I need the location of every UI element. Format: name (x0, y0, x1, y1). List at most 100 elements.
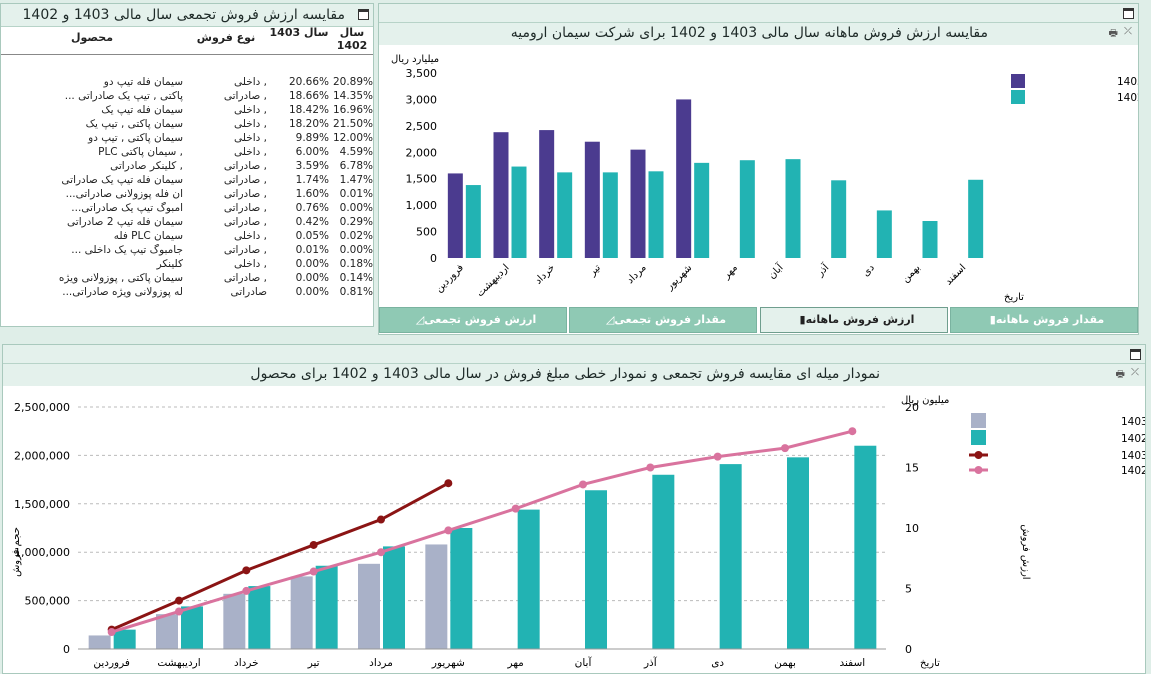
line-chart-icon: ◿ (415, 313, 425, 326)
export-icon[interactable]: ⤫ (1131, 367, 1139, 378)
cell-type: صادراتی , (223, 188, 267, 200)
bar (876, 210, 892, 258)
cell-1402: 14.35% (332, 90, 373, 102)
bar (719, 464, 742, 649)
table-row[interactable]: 16.96% 18.42% داخلی , سیمان فله تیپ یک (1, 104, 373, 118)
bar (602, 172, 618, 258)
col-header-product[interactable]: محصول (70, 31, 114, 44)
tab-cumulative-value[interactable]: ◿ارزش فروش تجمعی (379, 307, 567, 333)
y-tick-label: 1,500 (406, 173, 438, 186)
y2-tick-label: 10 (905, 522, 919, 535)
x-tick-label: تیر (307, 657, 320, 669)
x-tick-label: فروردین (434, 262, 467, 295)
x-tick-label: آذر (813, 260, 832, 279)
bar (630, 149, 646, 258)
line-point (848, 427, 857, 436)
y2-axis-label: ارزش فروش (1020, 524, 1031, 579)
x-axis-label: تاریخ (1004, 292, 1024, 303)
x-tick-label: مرداد (625, 262, 649, 286)
table-row[interactable]: 14.35% 18.66% صادراتی , ... پاکتی , تیپ یک … (1, 90, 373, 104)
cell-product: ... پاکتی , تیپ یک صادراتی (64, 90, 183, 102)
y-tick-label: 2,000,000 (14, 449, 70, 462)
x-tick-label: اردیبهشت (157, 657, 200, 669)
cell-type: صادراتی , (223, 244, 267, 256)
legend-swatch (971, 430, 986, 445)
x-tick-label: اردیبهشت (475, 262, 512, 299)
maximize-icon[interactable] (1123, 8, 1134, 19)
line-point (444, 479, 453, 488)
x-tick-label: آبان (765, 260, 786, 281)
table-row[interactable]: 21.50% 18.20% داخلی , سیمان پاکتی , تیپ یک (1, 118, 373, 132)
col-header-type[interactable]: نوع فروش (196, 31, 256, 44)
table-row[interactable]: 0.02% 0.05% داخلی , فله PLC سیمان (1, 230, 373, 244)
bar (968, 179, 984, 258)
table-row[interactable]: 12.00% 9.89% داخلی , سیمان پاکتی , تیپ دو (1, 132, 373, 146)
print-icon[interactable]: 🖶 (1115, 369, 1125, 380)
x-tick-label: آبان (575, 656, 593, 669)
table-row[interactable]: 1.47% 1.74% صادراتی , سیمان فله تیپ یک صادر… (1, 174, 373, 188)
line-point (579, 480, 587, 489)
maximize-icon[interactable] (358, 9, 369, 20)
cell-1402: 0.01% (339, 188, 373, 200)
table-panel: مقایسه ارزش فروش تجمعی سال مالی 1403 و 1… (0, 3, 374, 327)
col-header-1402[interactable]: سال 1402 (336, 26, 368, 52)
y-tick-label: 500 (416, 226, 437, 239)
bar (648, 171, 664, 258)
x-tick-label: دی (860, 262, 876, 278)
line-point (646, 463, 655, 472)
cell-1403: 20.66% (288, 76, 329, 88)
maximize-icon[interactable] (1130, 349, 1141, 360)
table-row[interactable]: 0.29% 0.42% صادراتی , سیمان فله تیپ 2 صادرا… (1, 216, 373, 230)
y2-tick-label: 15 (905, 462, 919, 475)
bar (113, 629, 136, 649)
table-row[interactable]: 0.00% 0.01% صادراتی , ... جامبوگ تیپ یک داخ… (1, 244, 373, 258)
table-row[interactable]: 0.18% 0.00% داخلی , کلینکر (1, 258, 373, 272)
cell-type: داخلی , (234, 76, 267, 88)
table-row[interactable]: 0.00% 0.76% صادراتی , ...امبوگ تیپ یک صادرا… (1, 202, 373, 216)
cumulative-panel-header (3, 345, 1145, 364)
bar (450, 528, 473, 649)
legend-label: حجم فروش تجمعی 1402 (1121, 433, 1145, 445)
cell-1402: 12.00% (332, 132, 373, 144)
cell-1403: 1.74% (295, 174, 329, 186)
legend-marker (974, 466, 983, 474)
cumulative-chart-title: نمودار میله ای مقایسه فروش تجمعی و نمودا… (250, 366, 880, 382)
bar (425, 544, 448, 649)
cell-1403: 0.00% (295, 258, 329, 270)
tab-monthly-value[interactable]: ▮ارزش فروش ماهانه (760, 307, 948, 333)
bar (290, 576, 313, 649)
cell-product: سیمان پاکتی , پوزولانی ویژه (58, 272, 183, 284)
tab-cumulative-amount[interactable]: ◿مقدار فروش تجمعی (569, 307, 757, 333)
legend-label: ارزش فروش تجمعی 1402 (1121, 465, 1145, 477)
cell-1403: 1.60% (295, 188, 329, 200)
monthly-panel-header (379, 4, 1138, 23)
cell-1402: 4.59% (339, 146, 373, 158)
bar (787, 457, 809, 649)
cell-type: داخلی , (234, 118, 267, 130)
monthly-chart: میلیارد ریال 0 500 1,000 1,500 2,000 2,500 3,00… (391, 54, 1138, 303)
x-tick-label: خرداد (234, 657, 259, 669)
x-tick-label: مهر (507, 657, 524, 669)
y-axis-label: میلیارد ریال (391, 54, 439, 65)
x-tick-label: تیر (586, 262, 603, 279)
table-row[interactable]: 6.78% 3.59% صادراتی , کلینکر صادراتی , (1, 160, 373, 174)
bar (465, 185, 481, 258)
tab-monthly-amount[interactable]: ▮مقدار فروش ماهانه (950, 307, 1138, 333)
table-row[interactable]: 20.89% 20.66% داخلی , سیمان فله تیپ دو (1, 76, 373, 90)
table-row[interactable]: 0.01% 1.60% صادراتی , ...ان فله پوزولانی صا… (1, 188, 373, 202)
bar (511, 166, 527, 258)
table-row[interactable]: 0.14% 0.00% صادراتی , سیمان پاکتی , پوزولان… (1, 272, 373, 286)
cell-1402: 0.18% (339, 258, 373, 270)
table-row[interactable]: 4.59% 6.00% داخلی , PLC سیمان پاکتی , (1, 146, 373, 160)
y-tick-label: 1,000 (406, 199, 438, 212)
bar (517, 509, 540, 649)
cell-1402: 16.96% (332, 104, 373, 116)
bar (922, 221, 938, 258)
cell-product: PLC سیمان پاکتی , (98, 146, 183, 158)
col-header-1403[interactable]: سال 1403 (269, 26, 329, 39)
print-icon[interactable]: 🖶 (1108, 28, 1118, 39)
export-icon[interactable]: ⤫ (1124, 26, 1132, 37)
cell-product: سیمان پاکتی , تیپ دو (88, 132, 183, 144)
table-row[interactable]: 0.81% 0.00% صادراتی ...له پوزولانی ویژه صاد… (1, 286, 373, 300)
bar (676, 99, 692, 258)
